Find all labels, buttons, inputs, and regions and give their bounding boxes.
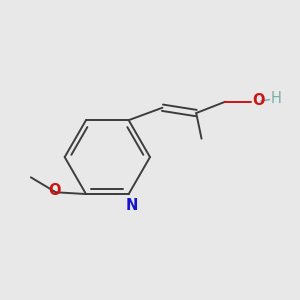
Text: O: O (48, 183, 60, 198)
Text: H: H (271, 91, 282, 106)
Text: O: O (252, 93, 265, 108)
Text: N: N (125, 198, 138, 213)
